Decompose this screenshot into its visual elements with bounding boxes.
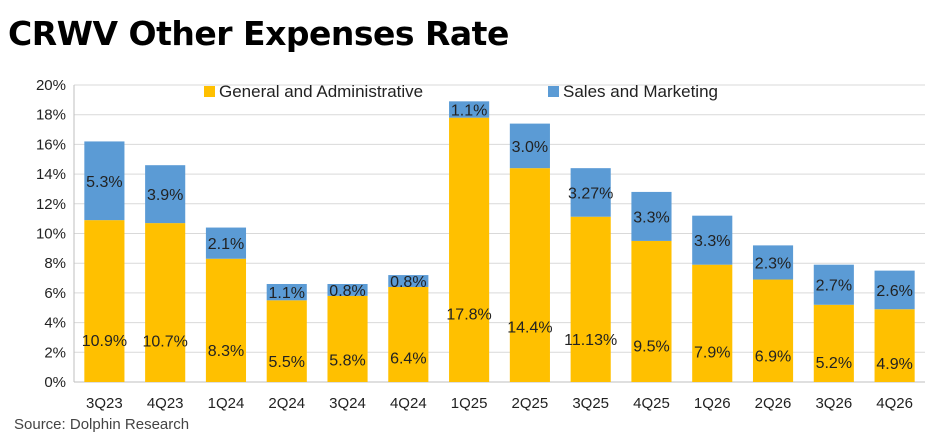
x-tick-label: 4Q23 — [147, 395, 184, 412]
y-tick-label: 4% — [44, 315, 66, 332]
x-tick-label: 3Q26 — [815, 395, 852, 412]
data-label-ga: 17.8% — [446, 306, 491, 323]
x-tick-label: 1Q24 — [208, 395, 245, 412]
bar-ga — [449, 117, 490, 383]
y-tick-label: 12% — [36, 196, 66, 213]
data-label-ga: 8.3% — [208, 343, 244, 360]
bar-ga — [692, 264, 733, 382]
x-tick-label: 4Q25 — [633, 395, 670, 412]
bar-ga — [752, 279, 794, 382]
data-label-sm: 3.0% — [512, 139, 548, 156]
data-label-sm: 2.6% — [876, 283, 912, 300]
data-label-ga: 6.9% — [755, 348, 791, 365]
y-tick-label: 14% — [36, 166, 66, 183]
data-label-ga: 5.8% — [329, 353, 365, 370]
bar-ga — [570, 216, 611, 382]
y-tick-label: 18% — [36, 107, 66, 124]
bar-sm — [327, 283, 368, 296]
source-note: Source: Dolphin Research — [14, 416, 190, 433]
legend-label-sm: Sales and Marketing — [563, 82, 718, 101]
bar-ga — [813, 304, 854, 382]
chart-title: CRWV Other Expenses Rate — [8, 14, 509, 53]
bar-sm — [874, 270, 915, 310]
bar-ga — [874, 309, 915, 382]
y-tick-label: 8% — [44, 255, 66, 272]
bar-ga — [266, 300, 307, 382]
x-tick-label: 3Q23 — [86, 395, 123, 412]
bar-sm — [449, 101, 490, 118]
x-tick-label: 2Q25 — [512, 395, 549, 412]
data-label-ga: 10.7% — [142, 334, 187, 351]
data-label-sm: 3.3% — [633, 209, 669, 226]
bar-sm — [570, 168, 611, 217]
bar-sm — [631, 191, 672, 241]
data-label-sm: 3.9% — [147, 187, 183, 204]
y-tick-label: 6% — [44, 285, 66, 302]
data-label-sm: 0.8% — [329, 283, 365, 300]
legend-swatch-sm — [548, 86, 559, 97]
data-label-ga: 9.5% — [633, 338, 669, 355]
bar-sm — [752, 245, 794, 280]
data-label-ga: 10.9% — [82, 333, 127, 350]
x-tick-label: 3Q25 — [572, 395, 609, 412]
bar-sm — [509, 123, 550, 169]
bar-sm — [145, 165, 186, 224]
data-label-sm: 2.3% — [755, 255, 791, 272]
x-tick-label: 4Q26 — [876, 395, 913, 412]
bar-sm — [84, 141, 125, 221]
legend-swatch-ga — [204, 86, 215, 97]
bar-ga — [631, 240, 672, 382]
bar-ga — [205, 258, 247, 382]
data-label-ga: 5.5% — [269, 354, 305, 371]
bar-ga — [388, 286, 429, 382]
data-label-ga: 14.4% — [507, 319, 552, 336]
data-label-sm: 3.27% — [568, 185, 613, 202]
bar-ga — [327, 295, 368, 382]
data-label-sm: 3.3% — [694, 233, 730, 250]
y-tick-label: 20% — [36, 77, 66, 94]
x-tick-label: 1Q26 — [694, 395, 731, 412]
x-tick-label: 1Q25 — [451, 395, 488, 412]
data-label-sm: 5.3% — [86, 174, 122, 191]
data-label-sm: 2.7% — [816, 278, 852, 295]
bar-sm — [205, 227, 247, 259]
data-label-ga: 11.13% — [564, 332, 617, 349]
bar-sm — [813, 264, 854, 305]
data-label-sm: 0.8% — [390, 274, 426, 291]
data-label-ga: 5.2% — [816, 355, 852, 372]
bar-sm — [388, 275, 429, 287]
bar-sm — [266, 283, 307, 301]
data-label-ga: 4.9% — [876, 356, 912, 373]
bar-ga — [84, 220, 125, 382]
bar-ga — [145, 223, 186, 382]
bar-sm — [692, 215, 733, 265]
x-tick-label: 2Q26 — [755, 395, 792, 412]
y-tick-label: 10% — [36, 226, 66, 243]
x-tick-label: 3Q24 — [329, 395, 366, 412]
x-tick-label: 2Q24 — [268, 395, 305, 412]
data-label-ga: 7.9% — [694, 344, 730, 361]
data-label-sm: 1.1% — [269, 285, 305, 302]
y-tick-label: 0% — [44, 374, 66, 391]
data-label-sm: 1.1% — [451, 103, 487, 120]
data-label-sm: 2.1% — [208, 236, 244, 253]
y-tick-label: 2% — [44, 344, 66, 361]
x-tick-label: 4Q24 — [390, 395, 427, 412]
bar-ga — [509, 168, 550, 382]
data-label-ga: 6.4% — [390, 350, 426, 367]
y-tick-label: 16% — [36, 136, 66, 153]
legend-label-ga: General and Administrative — [219, 82, 423, 101]
